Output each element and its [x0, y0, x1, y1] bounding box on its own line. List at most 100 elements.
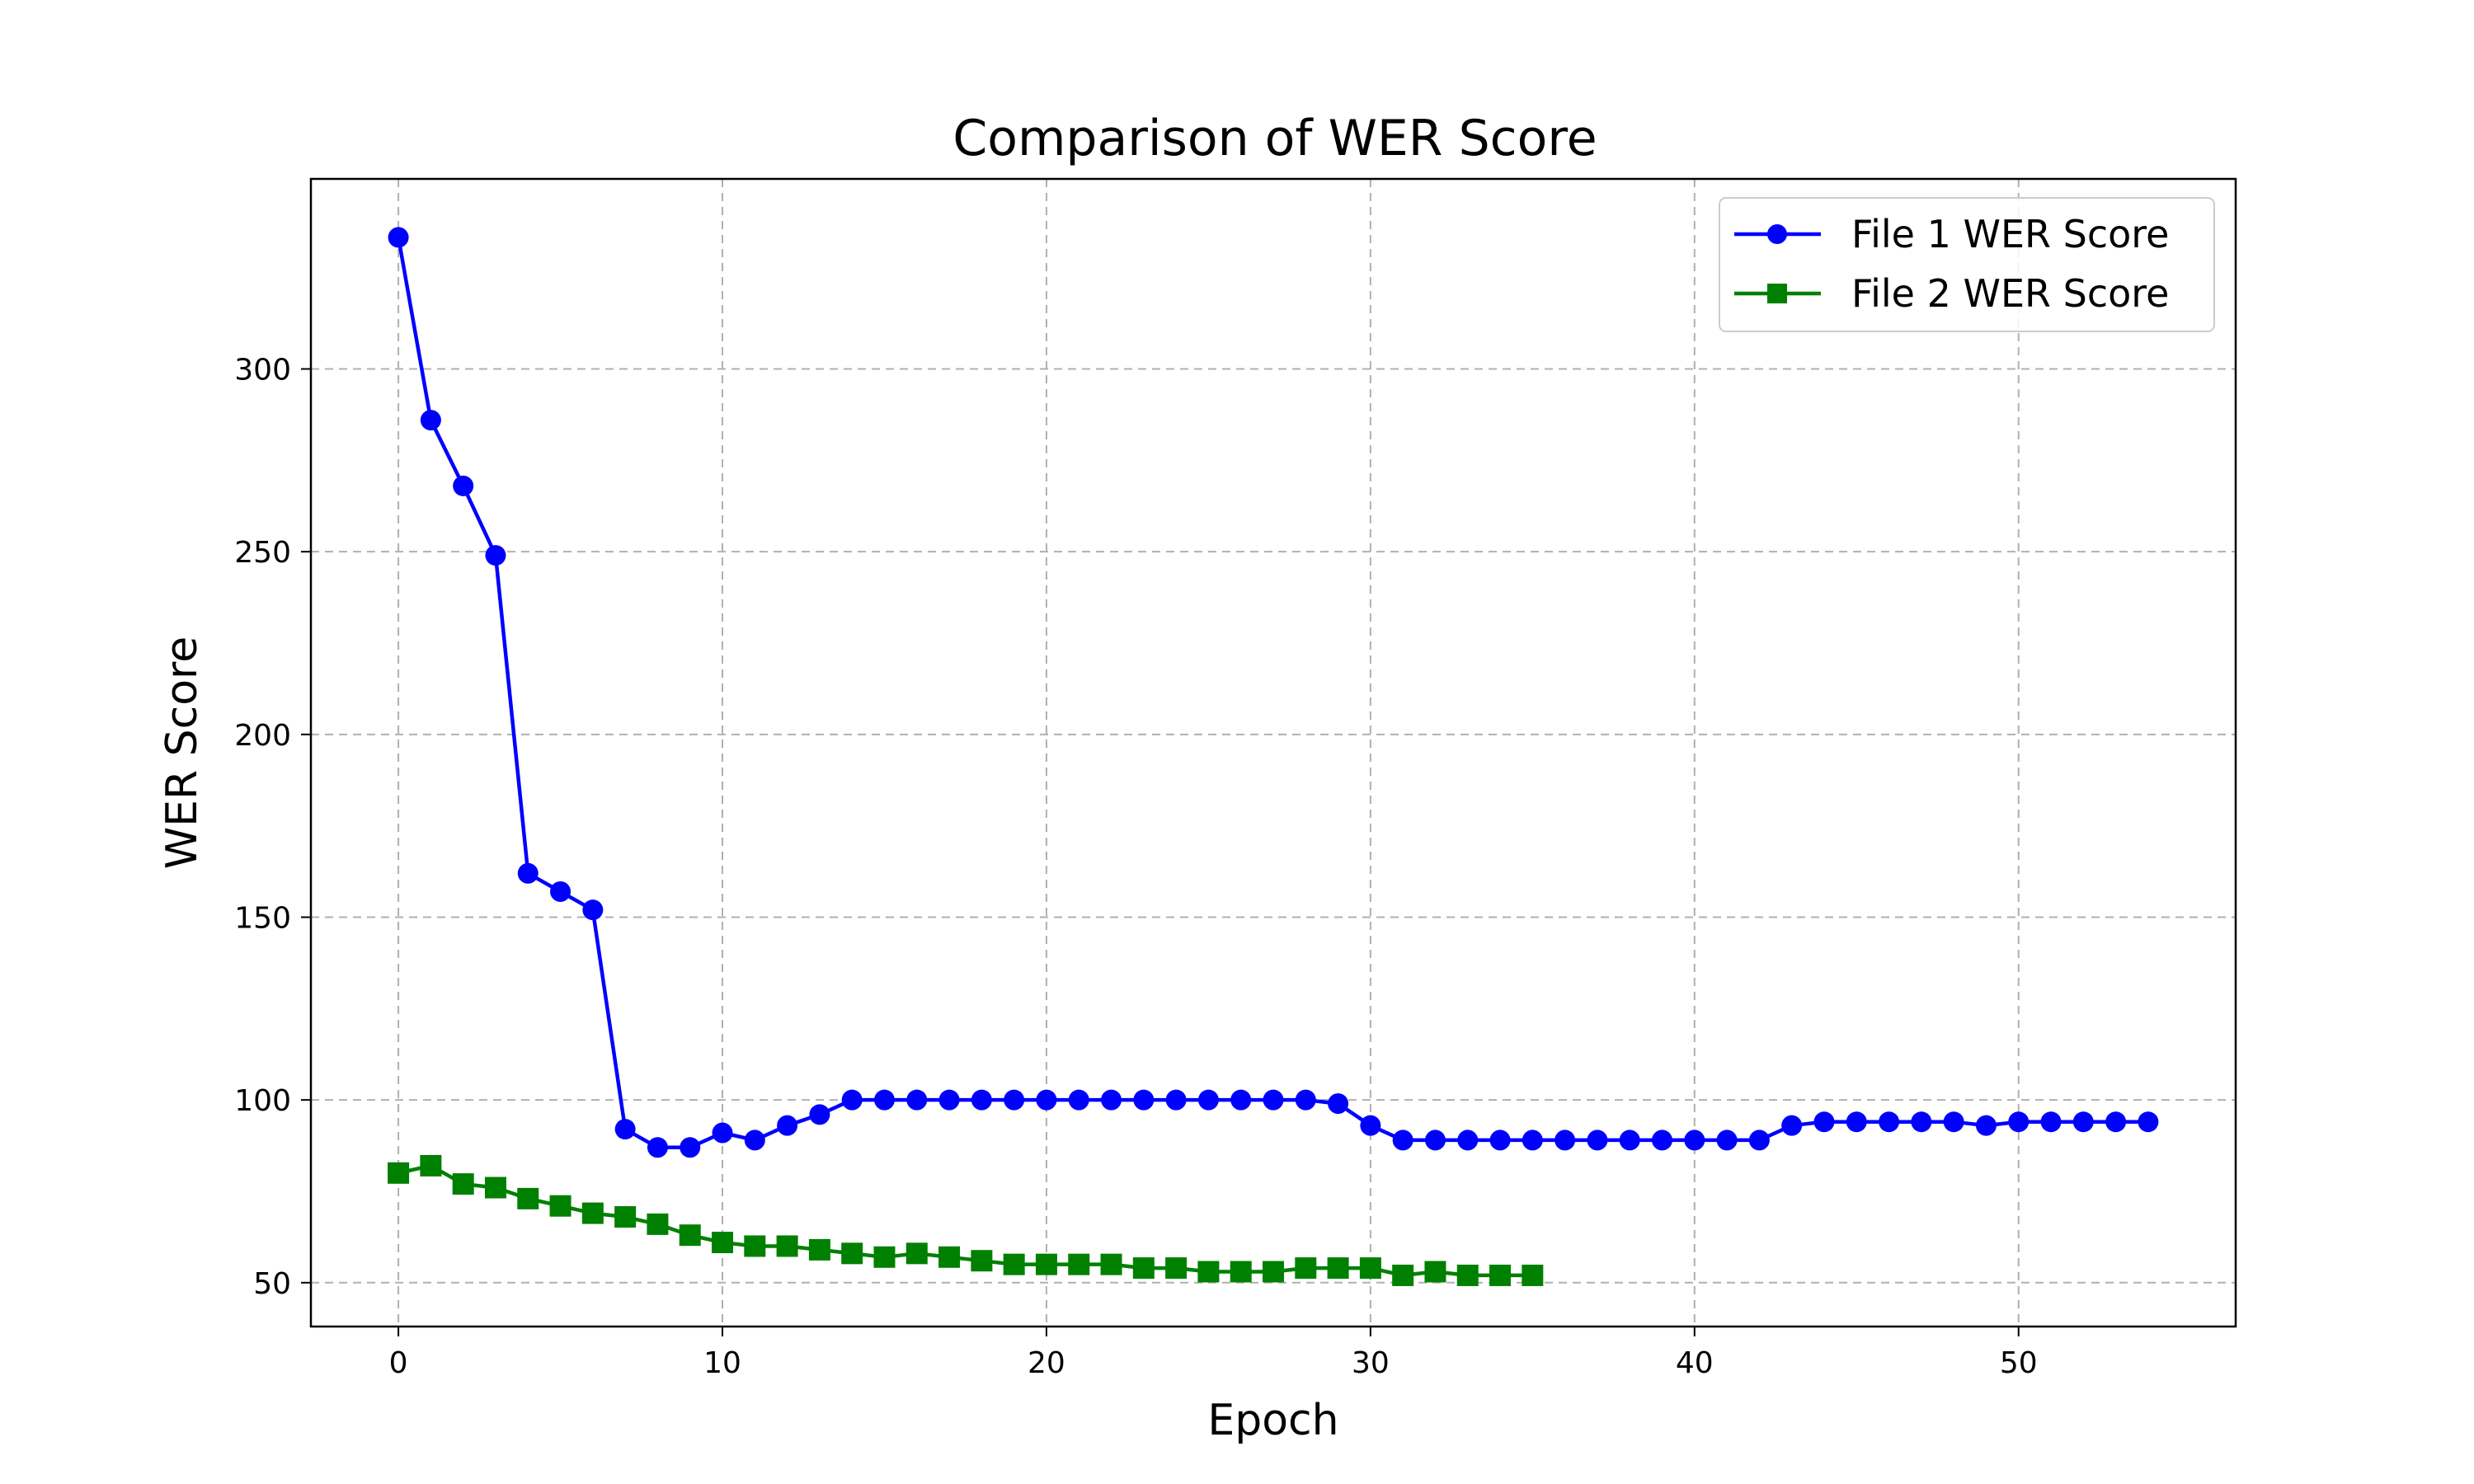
data-point-file1 — [1230, 1089, 1252, 1111]
data-point-file1 — [841, 1089, 863, 1111]
data-point-file1 — [1360, 1115, 1381, 1136]
chart-title: Comparison of WER Score — [952, 110, 1597, 167]
data-point-file1 — [2105, 1111, 2127, 1133]
data-point-file2 — [452, 1173, 474, 1195]
y-tick-label: 150 — [234, 901, 291, 935]
data-point-file2 — [647, 1213, 669, 1235]
data-point-file1 — [517, 862, 539, 884]
data-point-file2 — [581, 1202, 604, 1224]
data-point-file1 — [873, 1089, 895, 1111]
data-point-file2 — [484, 1176, 506, 1199]
data-point-file1 — [614, 1119, 636, 1140]
data-point-file1 — [1781, 1115, 1803, 1136]
data-point-file2 — [971, 1250, 993, 1272]
legend-label-file1: File 1 WER Score — [1851, 212, 2169, 256]
x-tick-label: 30 — [1352, 1346, 1390, 1380]
data-point-file1 — [1036, 1089, 1057, 1111]
data-point-file2 — [1489, 1264, 1512, 1286]
x-tick-label: 50 — [2000, 1346, 2038, 1380]
data-point-file2 — [1359, 1257, 1381, 1280]
data-point-file2 — [841, 1242, 863, 1265]
data-point-file2 — [1263, 1261, 1284, 1283]
data-point-file1 — [1392, 1129, 1413, 1151]
legend: File 1 WER Score File 2 WER Score — [1719, 197, 2215, 332]
data-point-file2 — [744, 1235, 766, 1257]
data-point-file1 — [550, 881, 571, 902]
data-point-file2 — [1197, 1261, 1220, 1283]
data-point-file2 — [1392, 1264, 1414, 1286]
plot-frame — [309, 177, 2237, 1328]
data-point-file2 — [549, 1195, 571, 1217]
data-point-file2 — [905, 1242, 928, 1265]
data-point-file1 — [1619, 1129, 1640, 1151]
tick-layer: 0 10 20 30 40 50 50 100 150 200 250 300 — [234, 354, 2037, 1380]
data-point-file2 — [420, 1154, 442, 1176]
data-point-file2 — [1230, 1261, 1252, 1283]
data-point-file2 — [679, 1224, 701, 1247]
y-tick-label: 100 — [234, 1084, 291, 1118]
data-point-file1 — [938, 1089, 960, 1111]
data-point-file1 — [1424, 1129, 1446, 1151]
data-point-file1 — [1489, 1129, 1511, 1151]
data-point-file1 — [420, 410, 441, 431]
data-point-file2 — [1100, 1253, 1122, 1275]
series-layer — [388, 227, 2159, 1286]
data-point-file2 — [1424, 1261, 1446, 1283]
data-point-file1 — [2040, 1111, 2062, 1133]
data-point-file1 — [777, 1115, 798, 1136]
data-point-file2 — [1132, 1257, 1155, 1280]
data-point-file2 — [1068, 1253, 1090, 1275]
y-tick-label: 250 — [234, 536, 291, 570]
data-point-file2 — [1295, 1257, 1317, 1280]
y-axis-label: WER Score — [158, 636, 207, 870]
y-tick-label: 200 — [234, 719, 291, 753]
x-tick-label: 0 — [389, 1346, 408, 1380]
x-tick-label: 40 — [1676, 1346, 1714, 1380]
data-point-file1 — [1068, 1089, 1089, 1111]
data-point-file1 — [680, 1137, 701, 1158]
x-axis-label: Epoch — [1207, 1396, 1338, 1445]
legend-box — [1719, 197, 2215, 332]
data-point-file1 — [1879, 1111, 1900, 1133]
legend-marker-file1 — [1767, 224, 1787, 244]
y-tick-label: 50 — [253, 1267, 291, 1301]
data-point-file2 — [388, 1162, 410, 1184]
data-point-file2 — [776, 1235, 798, 1257]
data-point-file1 — [1652, 1129, 1673, 1151]
data-point-file1 — [2008, 1111, 2030, 1133]
data-point-file2 — [1456, 1264, 1479, 1286]
data-point-file2 — [1035, 1253, 1057, 1275]
data-point-file2 — [614, 1206, 637, 1228]
data-point-file2 — [1522, 1264, 1544, 1286]
data-point-file1 — [1943, 1111, 1964, 1133]
data-point-file1 — [1133, 1089, 1155, 1111]
data-point-file1 — [2138, 1111, 2159, 1133]
data-point-file1 — [809, 1104, 830, 1125]
y-tick-label: 300 — [234, 354, 291, 387]
data-point-file1 — [1911, 1111, 1932, 1133]
data-point-file1 — [647, 1137, 668, 1158]
data-point-file1 — [1295, 1089, 1316, 1111]
legend-marker-file2 — [1767, 284, 1787, 303]
data-point-file2 — [1327, 1257, 1349, 1280]
data-point-file1 — [1813, 1111, 1835, 1133]
data-point-file2 — [1165, 1257, 1188, 1280]
data-point-file1 — [906, 1089, 928, 1111]
data-point-file2 — [1003, 1253, 1025, 1275]
data-point-file2 — [873, 1246, 896, 1268]
data-point-file2 — [808, 1238, 830, 1261]
data-point-file1 — [744, 1129, 765, 1151]
data-point-file1 — [2072, 1111, 2094, 1133]
data-point-file1 — [971, 1089, 992, 1111]
data-point-file1 — [1716, 1129, 1738, 1151]
data-point-file1 — [388, 227, 409, 248]
data-point-file1 — [712, 1122, 733, 1144]
data-point-file2 — [712, 1232, 734, 1254]
data-point-file1 — [1004, 1089, 1025, 1111]
data-point-file1 — [1748, 1129, 1770, 1151]
data-point-file1 — [1587, 1129, 1608, 1151]
data-point-file2 — [938, 1246, 961, 1268]
data-point-file1 — [1684, 1129, 1705, 1151]
data-point-file1 — [1328, 1093, 1349, 1115]
data-point-file1 — [485, 545, 506, 566]
